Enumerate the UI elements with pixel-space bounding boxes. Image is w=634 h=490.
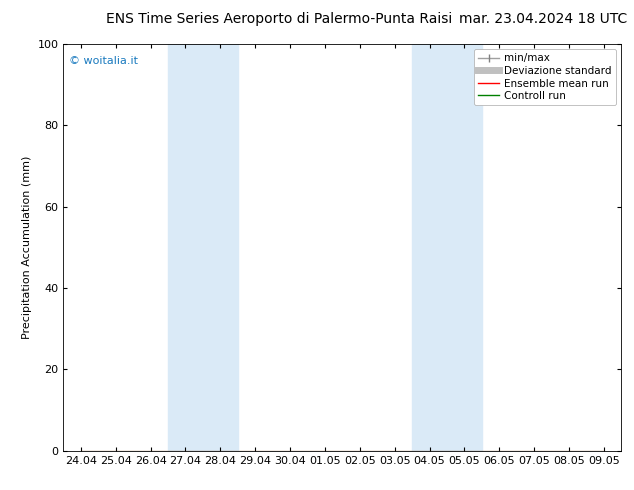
Text: © woitalia.it: © woitalia.it bbox=[69, 56, 138, 66]
Bar bbox=[412, 44, 482, 451]
Text: mar. 23.04.2024 18 UTC: mar. 23.04.2024 18 UTC bbox=[460, 12, 628, 26]
Text: ENS Time Series Aeroporto di Palermo-Punta Raisi: ENS Time Series Aeroporto di Palermo-Pun… bbox=[106, 12, 452, 26]
Legend: min/max, Deviazione standard, Ensemble mean run, Controll run: min/max, Deviazione standard, Ensemble m… bbox=[474, 49, 616, 105]
Bar bbox=[168, 44, 238, 451]
Y-axis label: Precipitation Accumulation (mm): Precipitation Accumulation (mm) bbox=[22, 156, 32, 339]
